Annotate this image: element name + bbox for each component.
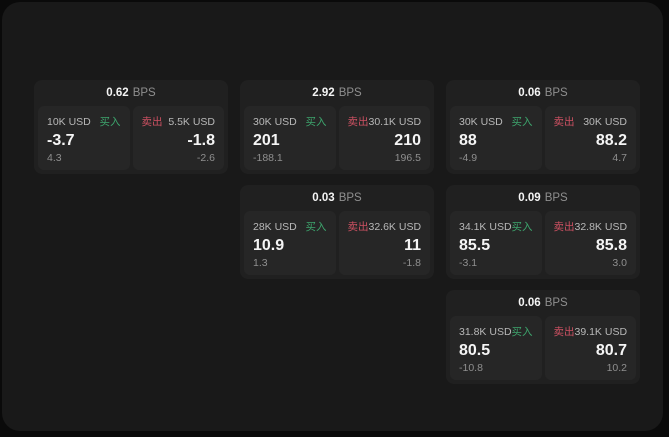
bps-value: 0.06	[518, 87, 541, 99]
card-header: 0.62 BPS	[34, 80, 228, 106]
buy-price: 88	[459, 132, 477, 150]
quote-card[interactable]: 2.92 BPS 30K USD 买入 201 -188.1 卖出 30.1K …	[240, 80, 434, 174]
quote-card[interactable]: 0.03 BPS 28K USD 买入 10.9 1.3 卖出 32.6K US…	[240, 185, 434, 279]
sell-change: -2.6	[196, 151, 215, 164]
card-header: 0.06 BPS	[446, 80, 640, 106]
card-header: 0.09 BPS	[446, 185, 640, 211]
sell-change: 196.5	[394, 151, 421, 164]
app-window: 0.62 BPS 10K USD 买入 -3.7 4.3 卖出 5.5K USD	[2, 2, 663, 431]
sell-size: 32.8K USD	[574, 220, 628, 233]
sell-size: 30.1K USD	[368, 115, 422, 128]
sell-label: 卖出	[553, 116, 575, 128]
sell-price: 210	[394, 132, 421, 150]
card-body: 30K USD 买入 88 -4.9 卖出 30K USD 88.2 4.7	[446, 106, 640, 174]
bps-value: 0.62	[106, 87, 129, 99]
sell-panel[interactable]: 卖出 30K USD 88.2 4.7	[544, 106, 636, 170]
sell-size: 39.1K USD	[574, 325, 628, 338]
sell-price: -1.8	[187, 132, 215, 150]
quote-card[interactable]: 0.62 BPS 10K USD 买入 -3.7 4.3 卖出 5.5K USD	[34, 80, 228, 174]
card-body: 31.8K USD 买入 80.5 -10.8 卖出 39.1K USD 80.…	[446, 316, 640, 384]
buy-change: -4.9	[459, 151, 478, 164]
card-body: 34.1K USD 买入 85.5 -3.1 卖出 32.8K USD 85.8…	[446, 211, 640, 279]
card-header: 0.06 BPS	[446, 290, 640, 316]
bps-unit: BPS	[544, 87, 568, 99]
buy-label: 买入	[99, 116, 121, 128]
bps-value: 0.06	[518, 297, 541, 309]
bps-value: 0.03	[312, 192, 335, 204]
quote-card-grid: 0.62 BPS 10K USD 买入 -3.7 4.3 卖出 5.5K USD	[34, 80, 640, 384]
bps-value: 0.09	[518, 192, 541, 204]
quote-card[interactable]: 0.06 BPS 31.8K USD 买入 80.5 -10.8 卖出 39.1…	[446, 290, 640, 384]
buy-panel[interactable]: 34.1K USD 买入 85.5 -3.1	[450, 211, 542, 275]
buy-change: 1.3	[253, 256, 268, 269]
bps-unit: BPS	[132, 87, 156, 99]
card-header: 0.03 BPS	[240, 185, 434, 211]
buy-size: 30K USD	[253, 115, 297, 128]
buy-change: -3.1	[459, 256, 478, 269]
bps-value: 2.92	[312, 87, 335, 99]
buy-label: 买入	[511, 221, 533, 233]
buy-change: -10.8	[459, 361, 483, 374]
buy-size: 31.8K USD	[459, 325, 512, 338]
buy-label: 买入	[305, 221, 327, 233]
buy-change: -188.1	[253, 151, 283, 164]
buy-size: 34.1K USD	[459, 220, 512, 233]
sell-change: 4.7	[612, 151, 627, 164]
buy-panel[interactable]: 30K USD 买入 201 -188.1	[244, 106, 336, 170]
buy-size: 10K USD	[47, 115, 91, 128]
sell-change: 10.2	[606, 361, 627, 374]
buy-panel[interactable]: 30K USD 买入 88 -4.9	[450, 106, 542, 170]
buy-label: 买入	[511, 326, 533, 338]
buy-price: 85.5	[459, 237, 491, 255]
sell-label: 卖出	[347, 221, 369, 233]
sell-panel[interactable]: 卖出 32.8K USD 85.8 3.0	[544, 211, 636, 275]
card-body: 10K USD 买入 -3.7 4.3 卖出 5.5K USD -1.8 -2.…	[34, 106, 228, 174]
quote-card[interactable]: 0.09 BPS 34.1K USD 买入 85.5 -3.1 卖出 32.8K…	[446, 185, 640, 279]
bps-unit: BPS	[338, 87, 362, 99]
sell-price: 11	[404, 237, 421, 255]
buy-price: -3.7	[47, 132, 75, 150]
buy-panel[interactable]: 10K USD 买入 -3.7 4.3	[38, 106, 130, 170]
sell-label: 卖出	[347, 116, 369, 128]
sell-change: -1.8	[402, 256, 421, 269]
sell-panel[interactable]: 卖出 30.1K USD 210 196.5	[338, 106, 430, 170]
buy-label: 买入	[305, 116, 327, 128]
quote-card[interactable]: 0.06 BPS 30K USD 买入 88 -4.9 卖出 30K USD	[446, 80, 640, 174]
sell-label: 卖出	[141, 116, 163, 128]
buy-label: 买入	[511, 116, 533, 128]
sell-price: 80.7	[595, 342, 627, 360]
buy-panel[interactable]: 28K USD 买入 10.9 1.3	[244, 211, 336, 275]
buy-size: 30K USD	[459, 115, 503, 128]
card-body: 30K USD 买入 201 -188.1 卖出 30.1K USD 210 1…	[240, 106, 434, 174]
card-body: 28K USD 买入 10.9 1.3 卖出 32.6K USD 11 -1.8	[240, 211, 434, 279]
buy-size: 28K USD	[253, 220, 297, 233]
bps-unit: BPS	[338, 192, 362, 204]
sell-panel[interactable]: 卖出 5.5K USD -1.8 -2.6	[132, 106, 224, 170]
bps-unit: BPS	[544, 297, 568, 309]
bps-unit: BPS	[544, 192, 568, 204]
buy-price: 80.5	[459, 342, 491, 360]
sell-price: 85.8	[595, 237, 627, 255]
sell-size: 30K USD	[583, 115, 627, 128]
sell-panel[interactable]: 卖出 39.1K USD 80.7 10.2	[544, 316, 636, 380]
buy-price: 10.9	[253, 237, 285, 255]
sell-size: 5.5K USD	[168, 115, 215, 128]
buy-change: 4.3	[47, 151, 62, 164]
sell-price: 88.2	[595, 132, 627, 150]
sell-size: 32.6K USD	[368, 220, 422, 233]
buy-price: 201	[253, 132, 280, 150]
card-header: 2.92 BPS	[240, 80, 434, 106]
sell-label: 卖出	[553, 326, 575, 338]
sell-change: 3.0	[612, 256, 627, 269]
sell-panel[interactable]: 卖出 32.6K USD 11 -1.8	[338, 211, 430, 275]
buy-panel[interactable]: 31.8K USD 买入 80.5 -10.8	[450, 316, 542, 380]
sell-label: 卖出	[553, 221, 575, 233]
